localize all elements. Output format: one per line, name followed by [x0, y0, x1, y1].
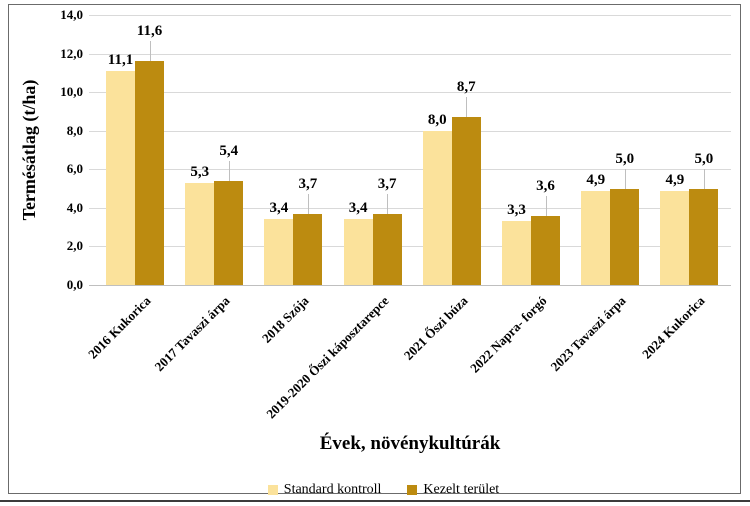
bar-kezelt-terulet [214, 180, 244, 285]
bar-kezelt-terulet [135, 61, 164, 285]
category-label: 2022 Napra- forgó [466, 293, 550, 376]
gridline [89, 207, 731, 209]
category-label: 2018 Szója [259, 293, 312, 346]
gridline [89, 169, 731, 171]
bar-standard-kontroll [581, 190, 611, 285]
gridline [89, 53, 731, 55]
bar-standard-kontroll [264, 219, 294, 285]
category-label: 2024 Kukorica [639, 293, 708, 362]
legend-swatch-kezelt-terulet-icon [407, 484, 418, 495]
bar-kezelt-terulet [451, 117, 481, 285]
bar-standard-kontroll [185, 182, 215, 285]
data-label-kezelt-terulet: 3,7 [298, 175, 318, 192]
data-label-kezelt-terulet: 11,6 [136, 23, 163, 40]
y-tick-label: 10,0 [60, 84, 83, 100]
chart-frame: Termésátlag (t/ha) Évek, növénykultúrák … [8, 4, 741, 497]
gridline [89, 246, 731, 248]
data-label-standard-kontroll: 3,3 [507, 202, 526, 219]
leader-line [387, 193, 389, 214]
legend-label-standard-kontroll: Standard kontroll [283, 482, 382, 497]
data-label-standard-kontroll: 3,4 [348, 200, 368, 217]
gridline [89, 15, 731, 16]
bar-kezelt-terulet [531, 215, 560, 285]
data-label-standard-kontroll: 3,4 [269, 200, 289, 217]
bar-standard-kontroll [502, 221, 531, 285]
bar-kezelt-terulet [293, 213, 323, 285]
category-label: 2023 Tavaszi árpa [547, 293, 629, 375]
y-tick-label: 14,0 [60, 7, 83, 22]
x-axis-line [89, 285, 731, 286]
y-tick-label: 8,0 [66, 122, 83, 138]
leader-line [624, 168, 626, 189]
category-label: 2016 Kukorica [85, 293, 154, 362]
category-label: 2019-2020 Őszi káposztarepce [262, 293, 392, 422]
category-label: 2021 Őszi búza [400, 293, 471, 363]
bar-standard-kontroll [106, 70, 135, 285]
bar-kezelt-terulet [610, 188, 640, 285]
legend-item-standard-kontroll: Standard kontroll [267, 481, 382, 498]
leader-line [466, 97, 468, 118]
legend-item-kezelt-terulet: Kezelt terület [407, 481, 499, 498]
y-tick-label: 12,0 [60, 45, 83, 61]
data-label-standard-kontroll: 8,0 [427, 111, 447, 128]
legend-swatch-standard-kontroll-icon [267, 484, 278, 495]
data-label-kezelt-terulet: 3,7 [377, 175, 397, 192]
gridline [89, 92, 731, 94]
legend: Standard kontroll Kezelt terület [17, 481, 750, 498]
y-tick-label: 2,0 [66, 238, 83, 254]
bar-kezelt-terulet [689, 188, 719, 285]
x-axis-title: Évek, növénykultúrák [319, 433, 501, 454]
data-label-standard-kontroll: 5,3 [190, 163, 210, 180]
data-label-kezelt-terulet: 5,4 [219, 142, 239, 159]
bottom-rule [0, 500, 750, 502]
data-label-standard-kontroll: 4,9 [586, 171, 606, 188]
y-tick-label: 0,0 [66, 277, 83, 292]
data-label-kezelt-terulet: 8,7 [456, 79, 476, 96]
data-label-kezelt-terulet: 3,6 [536, 177, 555, 194]
leader-line [228, 160, 230, 181]
y-tick-label: 6,0 [66, 161, 83, 177]
leader-line [149, 41, 151, 62]
data-label-kezelt-terulet: 5,0 [694, 150, 714, 167]
data-label-standard-kontroll: 4,9 [665, 171, 685, 188]
y-tick-label: 4,0 [66, 199, 83, 215]
bar-kezelt-terulet [372, 213, 402, 285]
bar-standard-kontroll [660, 190, 690, 285]
data-label-kezelt-terulet: 5,0 [615, 150, 635, 167]
leader-line [307, 193, 309, 214]
bar-standard-kontroll [343, 219, 373, 285]
legend-label-kezelt-terulet: Kezelt terület [423, 482, 500, 497]
leader-line [703, 168, 705, 189]
bar-standard-kontroll [422, 130, 452, 285]
leader-line [545, 195, 547, 216]
data-label-standard-kontroll: 11,1 [107, 51, 134, 68]
gridline [89, 130, 731, 132]
category-label: 2017 Tavaszi árpa [151, 293, 233, 375]
